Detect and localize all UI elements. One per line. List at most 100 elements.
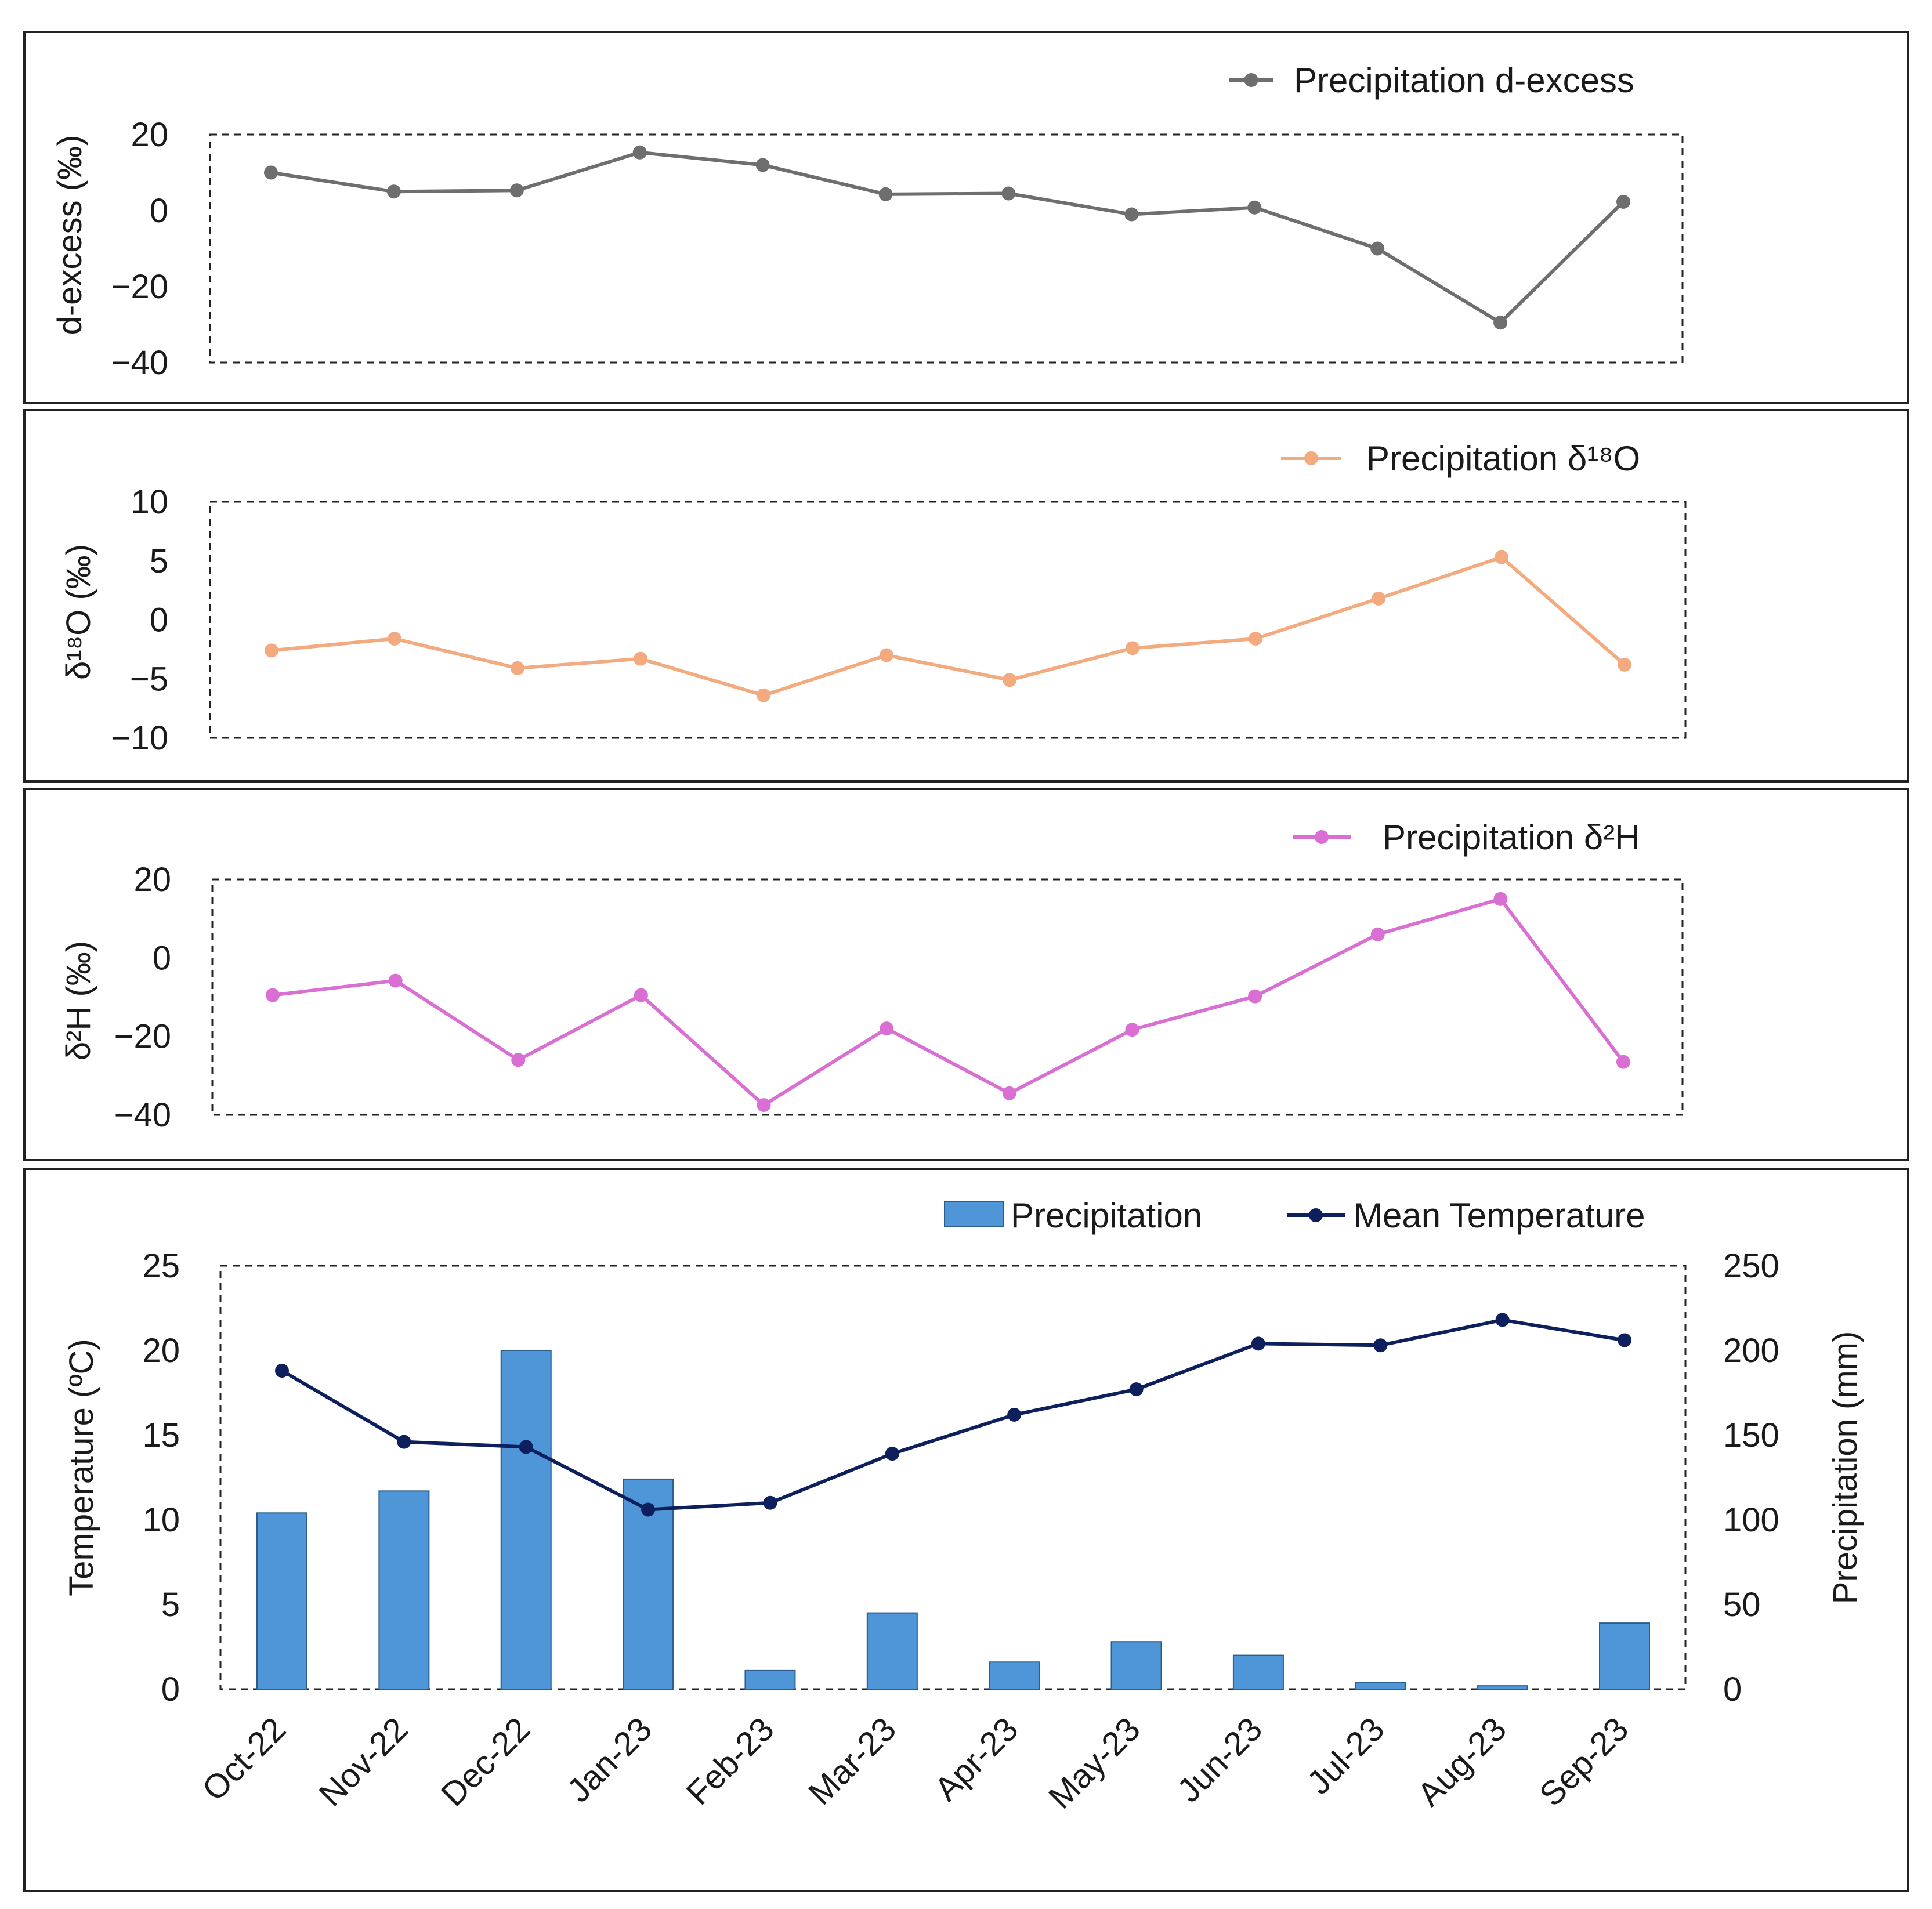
precipitation-bar (378, 1490, 430, 1690)
legend-entry: Precipitation δ¹⁸O (1366, 439, 1640, 478)
y-tick-label: 20 (142, 1332, 180, 1370)
y-right-tick-label: 100 (1723, 1501, 1779, 1539)
precipitation-bar (866, 1612, 918, 1690)
chart-panel-3: 20 0 −20 −40 δ²H (‰) Precipitation δ²H (23, 788, 1909, 1161)
y-tick-label: 0 (150, 192, 168, 230)
data-point (885, 1447, 899, 1461)
legend-marker-swatch (1315, 830, 1329, 844)
precipitation-bar (1110, 1641, 1162, 1690)
legend-marker-swatch (1244, 73, 1258, 87)
data-point (386, 184, 401, 199)
y-tick-label: 20 (133, 861, 171, 899)
data-point (1126, 641, 1139, 655)
data-point (1373, 1338, 1388, 1353)
y-axis-label: δ²H (‰) (60, 941, 97, 1060)
y-right-tick-label: 150 (1723, 1417, 1779, 1454)
data-point (1372, 591, 1385, 606)
data-point (880, 648, 893, 662)
y-tick-label: 0 (150, 602, 168, 639)
series-line (270, 150, 1625, 325)
legend-marker-swatch (1304, 451, 1318, 465)
series-line (281, 1318, 1625, 1512)
data-point (1616, 194, 1630, 209)
plot-area-border (211, 878, 1684, 1116)
y-tick-label: −20 (111, 268, 168, 306)
y-right-tick-label: 50 (1723, 1586, 1761, 1624)
precipitation-bar (500, 1350, 552, 1690)
data-point (1002, 1086, 1016, 1100)
plot-area-border (219, 1265, 1687, 1690)
chart-panel-2: 10 5 0 −5 −10 δ¹⁸O (‰) Precipitation δ¹⁸O (23, 409, 1909, 783)
data-point (511, 1053, 526, 1067)
data-point (1493, 892, 1508, 906)
data-point (1249, 632, 1262, 646)
y-right-tick-label: 250 (1723, 1247, 1779, 1285)
panel-frame (23, 409, 1909, 783)
data-point (1618, 1333, 1631, 1347)
data-point (1495, 1313, 1510, 1327)
precipitation-bar (989, 1661, 1040, 1690)
series-line (271, 555, 1626, 697)
y-axis-label: δ¹⁸O (‰) (60, 544, 97, 680)
data-point (1616, 1055, 1630, 1069)
y-tick-label: 5 (161, 1586, 180, 1624)
legend-marker-swatch (1309, 1208, 1323, 1222)
data-point (1495, 550, 1508, 564)
data-point (878, 187, 893, 201)
data-point (1370, 241, 1385, 256)
y-tick-label: −40 (111, 344, 168, 382)
y-tick-label: 5 (150, 542, 168, 580)
legend-entry: Precipitation d-excess (1294, 61, 1634, 100)
data-point (641, 1502, 656, 1517)
data-point (1247, 200, 1262, 215)
data-point (397, 1435, 411, 1449)
plot-area-border (209, 501, 1687, 739)
data-point (634, 988, 648, 1002)
data-point (264, 165, 278, 180)
precipitation-bar (1232, 1654, 1284, 1690)
data-point (1129, 1382, 1144, 1397)
precipitation-bar (1477, 1685, 1528, 1690)
series-line (272, 897, 1625, 1107)
y-right-tick-label: 0 (1723, 1671, 1742, 1708)
data-point (1124, 207, 1139, 222)
chart-panel-1: 20 0 −20 −40 d-excess (‰) Precipitation d-exc… (23, 31, 1909, 404)
precipitation-bar (1599, 1622, 1650, 1690)
y-tick-label: −10 (111, 719, 168, 757)
data-point (275, 1364, 289, 1378)
data-point (519, 1440, 533, 1454)
data-point (511, 661, 524, 675)
data-point (1125, 1023, 1139, 1037)
precipitation-bar (256, 1512, 307, 1690)
data-point (763, 1495, 777, 1510)
data-point (1007, 1407, 1022, 1422)
data-point (1370, 927, 1385, 941)
y-tick-label: 0 (153, 939, 171, 977)
data-point (388, 973, 403, 988)
data-point (1251, 1336, 1265, 1351)
data-point (755, 158, 770, 172)
data-point (757, 688, 770, 702)
y-axis-label: d-excess (‰) (51, 135, 89, 335)
data-point (632, 145, 647, 160)
data-point (388, 632, 401, 646)
precipitation-bar (744, 1669, 796, 1690)
y-tick-label: 15 (142, 1417, 180, 1454)
data-point (634, 651, 647, 666)
y-tick-label: 0 (161, 1671, 180, 1708)
panel-frame (23, 788, 1909, 1161)
y-tick-label: −5 (130, 660, 168, 698)
y-tick-label: −40 (114, 1096, 171, 1134)
data-point (509, 183, 524, 198)
panel-frame (23, 1168, 1909, 1892)
data-point (1248, 989, 1262, 1004)
y-tick-label: 10 (142, 1501, 180, 1539)
y-tick-label: 10 (131, 483, 168, 521)
y-right-axis-label: Precipitation (mm) (1826, 1331, 1864, 1604)
legend-entry: Precipitation δ²H (1383, 818, 1640, 857)
data-point (265, 643, 278, 658)
y-tick-label: −20 (114, 1018, 171, 1056)
data-point (1001, 186, 1016, 201)
